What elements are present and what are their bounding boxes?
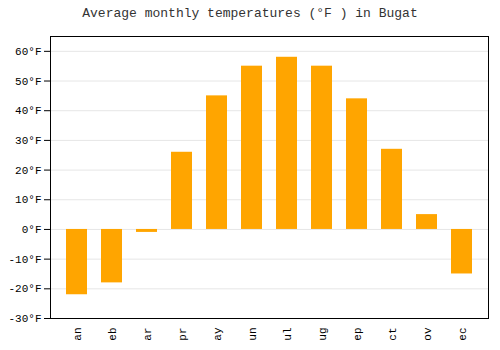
svg-text:60°F: 60°F bbox=[15, 46, 41, 58]
svg-text:ov: ov bbox=[422, 327, 434, 341]
svg-text:20°F: 20°F bbox=[15, 165, 41, 177]
svg-text:ar: ar bbox=[142, 328, 154, 341]
svg-text:ct: ct bbox=[387, 328, 399, 341]
svg-text:-20°F: -20°F bbox=[8, 283, 41, 295]
svg-text:eb: eb bbox=[107, 328, 119, 341]
svg-text:-10°F: -10°F bbox=[8, 254, 41, 266]
svg-text:ug: ug bbox=[317, 328, 329, 341]
svg-text:ay: ay bbox=[212, 327, 224, 341]
svg-text:un: un bbox=[247, 328, 259, 341]
svg-text:30°F: 30°F bbox=[15, 135, 41, 147]
svg-text:40°F: 40°F bbox=[15, 105, 41, 117]
svg-text:-30°F: -30°F bbox=[8, 313, 41, 325]
html-text:Average monthly temperatures (: Average monthly temperatures (°F ) in Bu… bbox=[82, 6, 418, 21]
svg-text:50°F: 50°F bbox=[15, 76, 41, 88]
svg-text:an: an bbox=[72, 328, 84, 341]
svg-text:ul: ul bbox=[282, 328, 294, 341]
svg-text:ec: ec bbox=[457, 328, 469, 341]
svg-text:ep: ep bbox=[352, 328, 364, 341]
svg-text:pr: pr bbox=[177, 328, 189, 341]
svg-text:0°F: 0°F bbox=[22, 224, 42, 236]
svg-text:10°F: 10°F bbox=[15, 194, 41, 206]
